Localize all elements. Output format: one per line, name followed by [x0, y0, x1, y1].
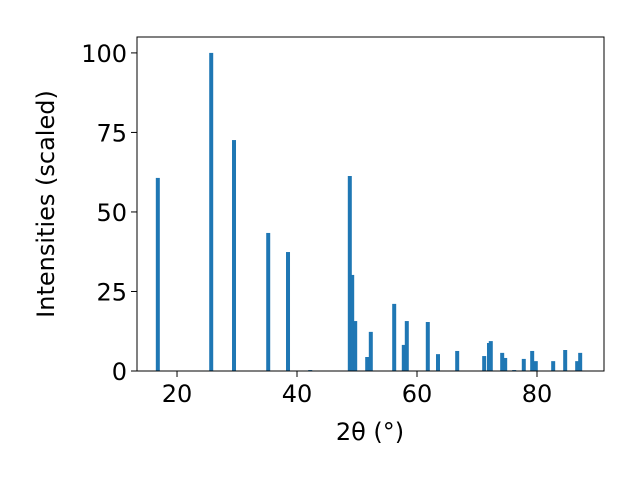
bar — [350, 274, 355, 371]
bar — [482, 356, 487, 371]
bar — [551, 361, 556, 371]
bar — [404, 321, 409, 371]
bar — [503, 357, 508, 371]
y-tick-label: 25 — [96, 278, 127, 306]
bar — [488, 341, 493, 371]
y-axis-label: Intensities (scaled) — [32, 90, 60, 318]
bar — [365, 357, 370, 371]
bar — [521, 358, 526, 371]
bar — [530, 350, 535, 371]
bar — [232, 140, 237, 371]
x-axis-label: 2θ (°) — [336, 418, 404, 446]
bar — [578, 352, 583, 371]
y-tick-label: 100 — [81, 40, 127, 68]
bar — [575, 361, 580, 371]
bar — [425, 322, 430, 371]
bar — [455, 350, 460, 371]
bar — [435, 354, 440, 371]
x-tick-label: 40 — [282, 380, 313, 408]
x-tick-label: 20 — [162, 380, 193, 408]
y-tick-label: 0 — [112, 358, 127, 386]
bar — [368, 331, 373, 371]
y-tick-label: 75 — [96, 119, 127, 147]
x-tick-label: 80 — [522, 380, 553, 408]
bar — [347, 176, 352, 371]
bar — [533, 361, 538, 371]
bar — [500, 352, 505, 371]
bar — [286, 252, 291, 371]
y-tick-label: 50 — [96, 199, 127, 227]
bar — [209, 52, 214, 372]
bar — [392, 303, 397, 371]
bar — [266, 232, 271, 371]
x-tick-label: 60 — [402, 380, 433, 408]
bar — [353, 321, 358, 371]
plot-frame — [136, 36, 605, 372]
bar — [155, 177, 160, 371]
bar — [401, 344, 406, 371]
bar — [563, 350, 568, 371]
